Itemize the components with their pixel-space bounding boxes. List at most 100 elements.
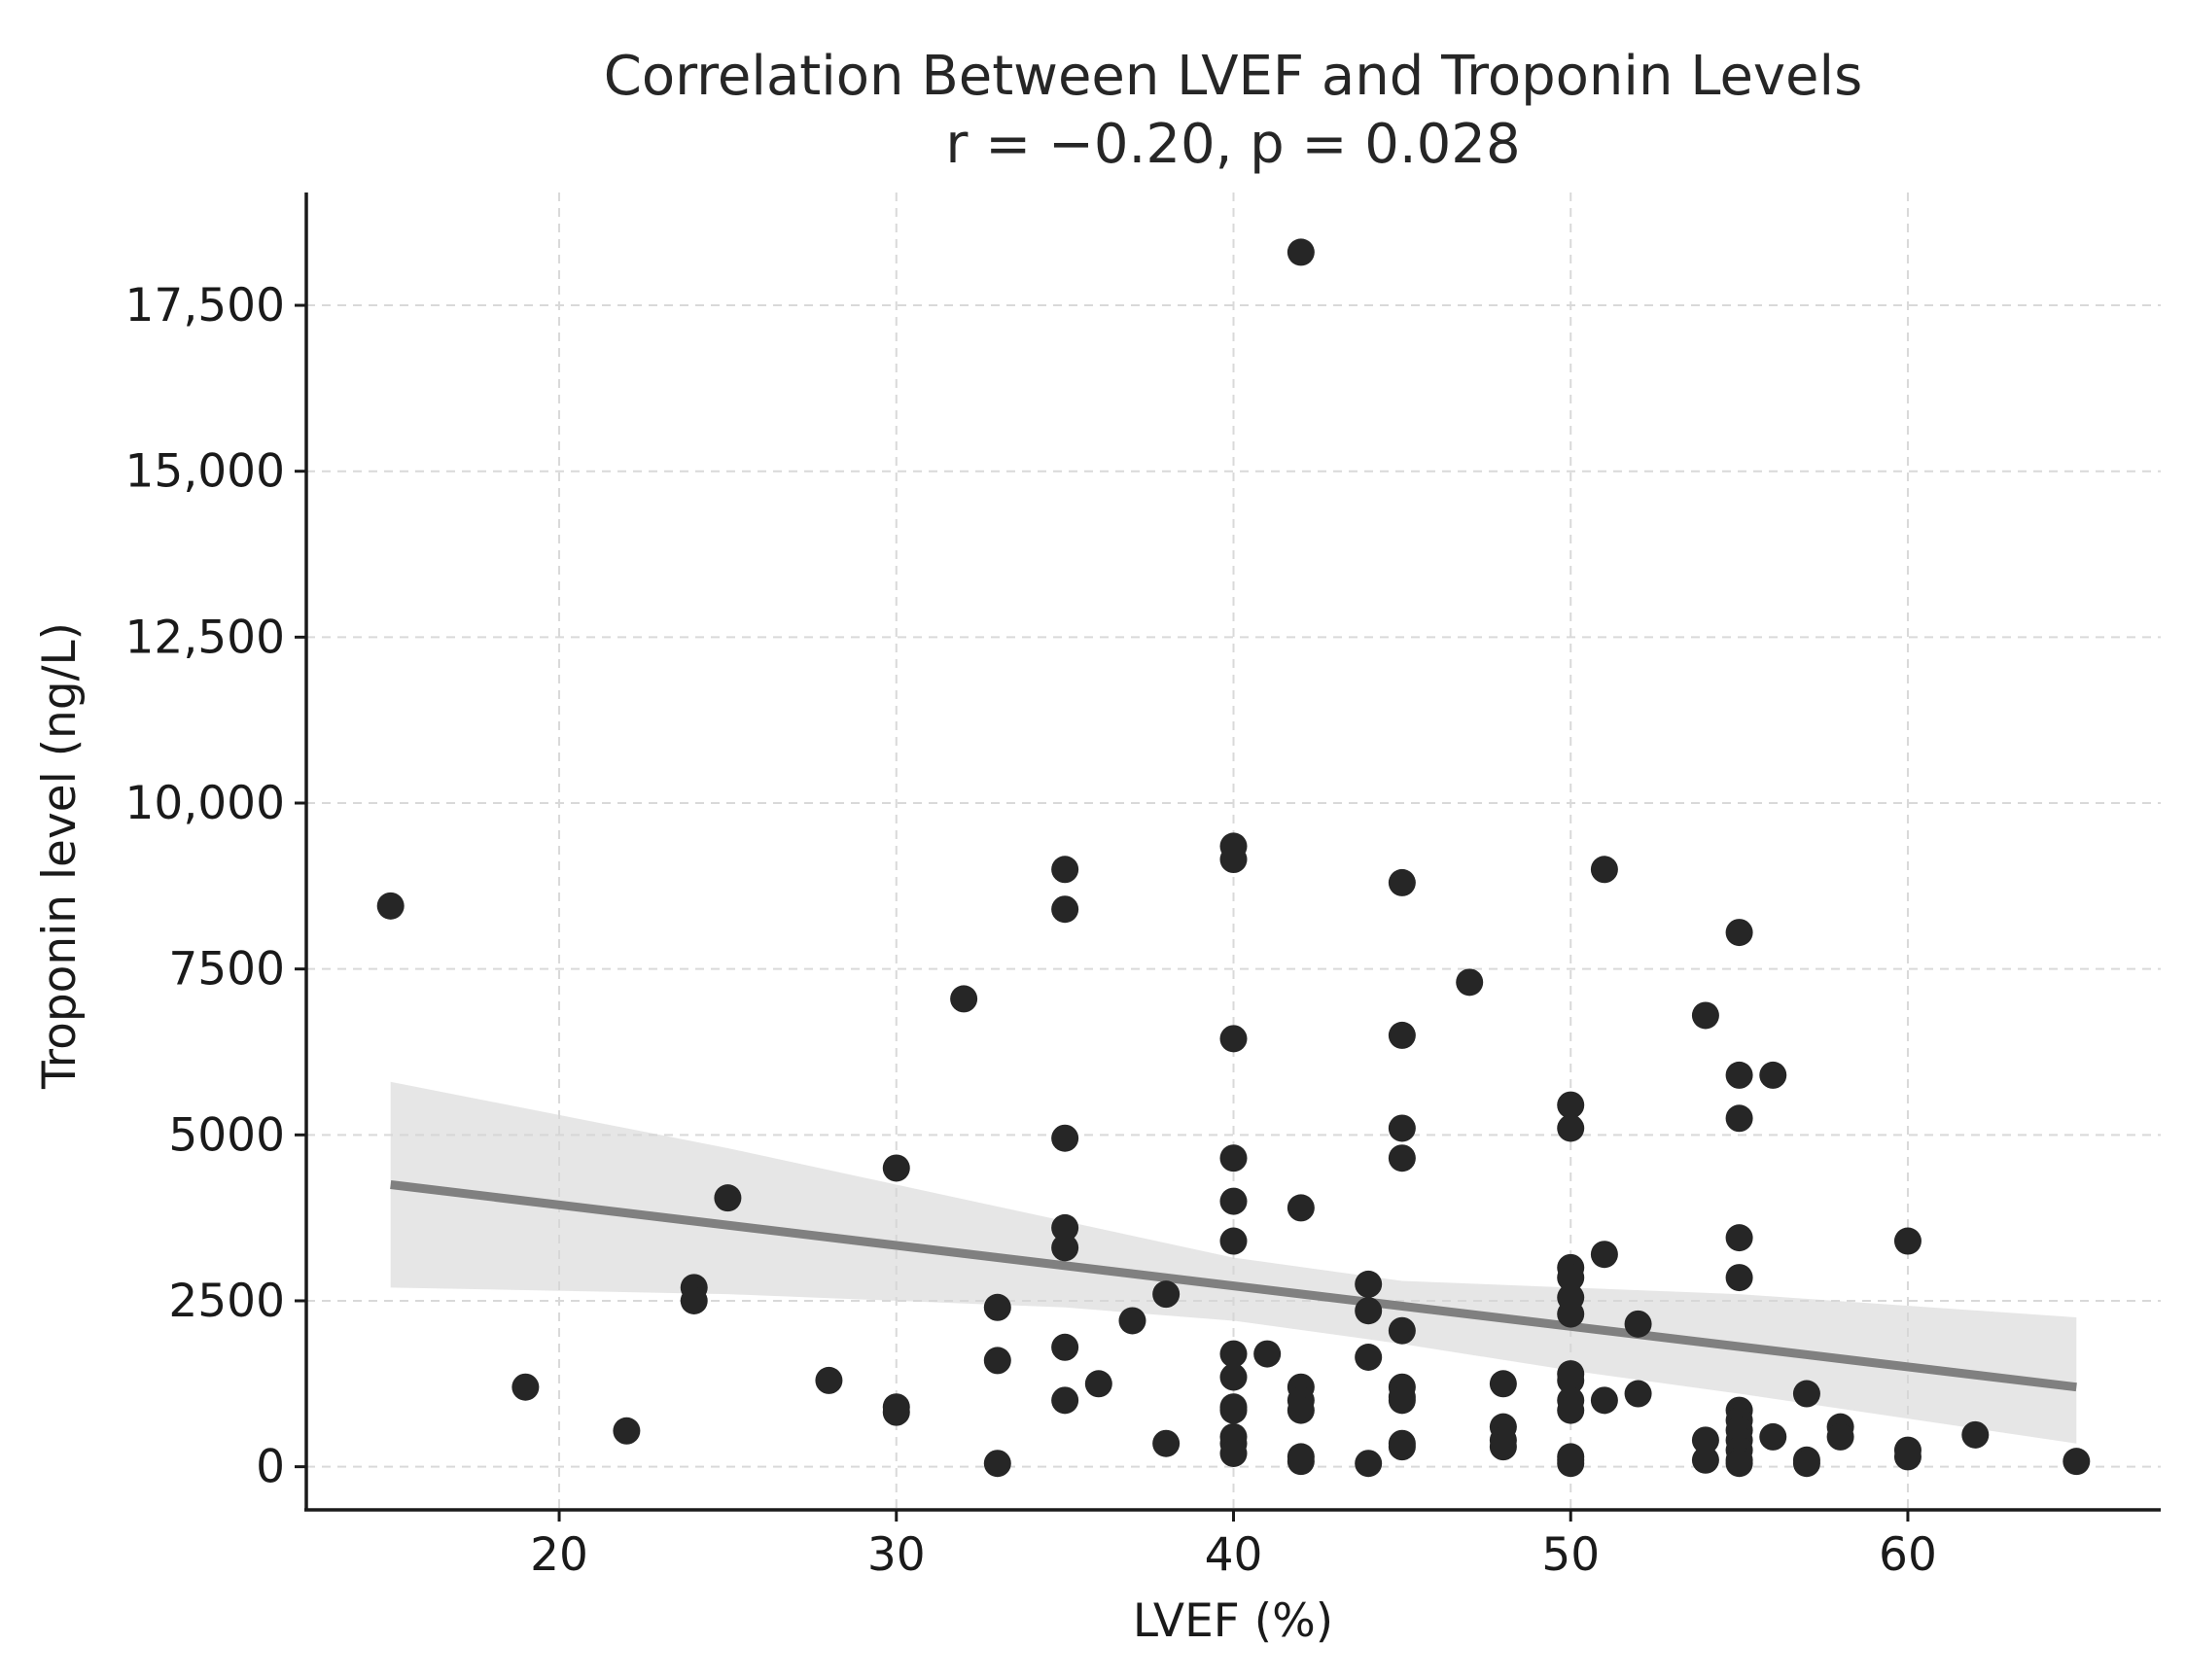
data-point bbox=[1253, 1340, 1282, 1368]
data-point bbox=[1893, 1227, 1922, 1255]
data-point bbox=[1118, 1307, 1146, 1335]
data-point bbox=[1051, 1124, 1079, 1152]
y-tick-label: 5000 bbox=[168, 1108, 285, 1162]
y-axis-label: Troponin level (ng/L) bbox=[33, 622, 87, 1090]
data-point bbox=[1624, 1310, 1652, 1338]
y-tick-label: 7500 bbox=[168, 943, 285, 997]
data-point bbox=[1725, 1061, 1753, 1089]
data-point bbox=[1388, 1386, 1416, 1415]
data-point bbox=[1219, 1340, 1248, 1368]
data-point bbox=[983, 1293, 1011, 1321]
y-tick-label: 2500 bbox=[168, 1275, 285, 1328]
data-point bbox=[1287, 238, 1315, 266]
data-point bbox=[1826, 1422, 1854, 1451]
data-point bbox=[882, 1154, 910, 1182]
chart-subtitle: r = −0.20, p = 0.028 bbox=[945, 113, 1520, 176]
data-point bbox=[1388, 1114, 1416, 1142]
data-point bbox=[1590, 856, 1618, 884]
data-point bbox=[1152, 1280, 1181, 1309]
data-point bbox=[1219, 1363, 1248, 1391]
data-point bbox=[1725, 919, 1753, 947]
x-tick-label: 40 bbox=[1205, 1528, 1263, 1582]
data-point bbox=[1219, 1025, 1248, 1053]
points-layer bbox=[376, 238, 2091, 1478]
data-point bbox=[1051, 1333, 1079, 1361]
data-point bbox=[1557, 1300, 1585, 1328]
data-point bbox=[1456, 968, 1484, 997]
data-point bbox=[1759, 1422, 1787, 1451]
data-point bbox=[2063, 1448, 2091, 1476]
data-point bbox=[1557, 1091, 1585, 1119]
x-ticks: 20 30 40 50 60 bbox=[530, 1510, 1937, 1582]
data-point bbox=[1355, 1450, 1383, 1478]
data-point bbox=[1388, 868, 1416, 896]
data-point bbox=[1051, 1234, 1079, 1262]
trend-layer bbox=[390, 1180, 2077, 1392]
data-point bbox=[1725, 1264, 1753, 1292]
data-point bbox=[1489, 1433, 1517, 1461]
data-point bbox=[1557, 1396, 1585, 1424]
data-point bbox=[1219, 1439, 1248, 1467]
data-point bbox=[1388, 1021, 1416, 1049]
data-point bbox=[1355, 1270, 1383, 1298]
data-point bbox=[1590, 1241, 1618, 1269]
data-point bbox=[1557, 1366, 1585, 1394]
data-point bbox=[1557, 1264, 1585, 1292]
x-axis-label: LVEF (%) bbox=[1133, 1594, 1333, 1648]
data-point bbox=[1557, 1450, 1585, 1478]
data-point bbox=[1691, 1446, 1719, 1474]
data-point bbox=[1051, 895, 1079, 924]
x-tick-label: 20 bbox=[530, 1528, 588, 1582]
x-tick-label: 30 bbox=[867, 1528, 926, 1582]
data-point bbox=[1725, 1450, 1753, 1478]
x-tick-label: 60 bbox=[1879, 1528, 1937, 1582]
data-point bbox=[882, 1398, 910, 1426]
y-tick-label: 10,000 bbox=[125, 777, 285, 830]
data-point bbox=[1219, 1144, 1248, 1172]
data-point bbox=[1219, 1227, 1248, 1255]
y-tick-label: 17,500 bbox=[125, 279, 285, 332]
data-point bbox=[1961, 1420, 1990, 1449]
data-point bbox=[950, 985, 978, 1013]
data-point bbox=[983, 1347, 1011, 1375]
data-point bbox=[680, 1286, 708, 1314]
data-point bbox=[1051, 1386, 1079, 1415]
data-point bbox=[1355, 1297, 1383, 1325]
data-point bbox=[1624, 1380, 1652, 1408]
data-point bbox=[1287, 1396, 1315, 1424]
data-point bbox=[1152, 1429, 1181, 1457]
data-point bbox=[1691, 1001, 1719, 1030]
data-point bbox=[1725, 1104, 1753, 1133]
data-point bbox=[376, 892, 405, 920]
data-point bbox=[1792, 1380, 1820, 1408]
data-point bbox=[983, 1450, 1011, 1478]
data-point bbox=[1893, 1443, 1922, 1471]
data-point bbox=[1388, 1316, 1416, 1345]
y-ticks: 0 2500 5000 7500 10,000 12,500 15,000 17,500 bbox=[125, 279, 306, 1494]
data-point bbox=[1759, 1061, 1787, 1089]
confidence-band bbox=[390, 1081, 2077, 1444]
data-point bbox=[1590, 1386, 1618, 1415]
data-point bbox=[1051, 1213, 1079, 1242]
data-point bbox=[1287, 1194, 1315, 1222]
data-point bbox=[613, 1417, 641, 1445]
data-point bbox=[1691, 1426, 1719, 1454]
data-point bbox=[714, 1184, 742, 1212]
data-point bbox=[511, 1373, 540, 1401]
data-point bbox=[1219, 1396, 1248, 1424]
regression-line bbox=[390, 1180, 2077, 1392]
data-point bbox=[1388, 1144, 1416, 1172]
grid-layer bbox=[306, 192, 2161, 1510]
data-point bbox=[815, 1366, 843, 1394]
y-tick-label: 0 bbox=[256, 1441, 285, 1494]
x-tick-label: 50 bbox=[1541, 1528, 1600, 1582]
confidence-band-layer bbox=[390, 1081, 2077, 1444]
data-point bbox=[1725, 1224, 1753, 1252]
data-point bbox=[1489, 1370, 1517, 1398]
y-tick-label: 12,500 bbox=[125, 611, 285, 664]
data-point bbox=[1287, 1448, 1315, 1476]
data-point bbox=[1355, 1343, 1383, 1371]
data-point bbox=[1219, 1187, 1248, 1215]
chart-title: Correlation Between LVEF and Troponin Le… bbox=[604, 45, 1863, 108]
